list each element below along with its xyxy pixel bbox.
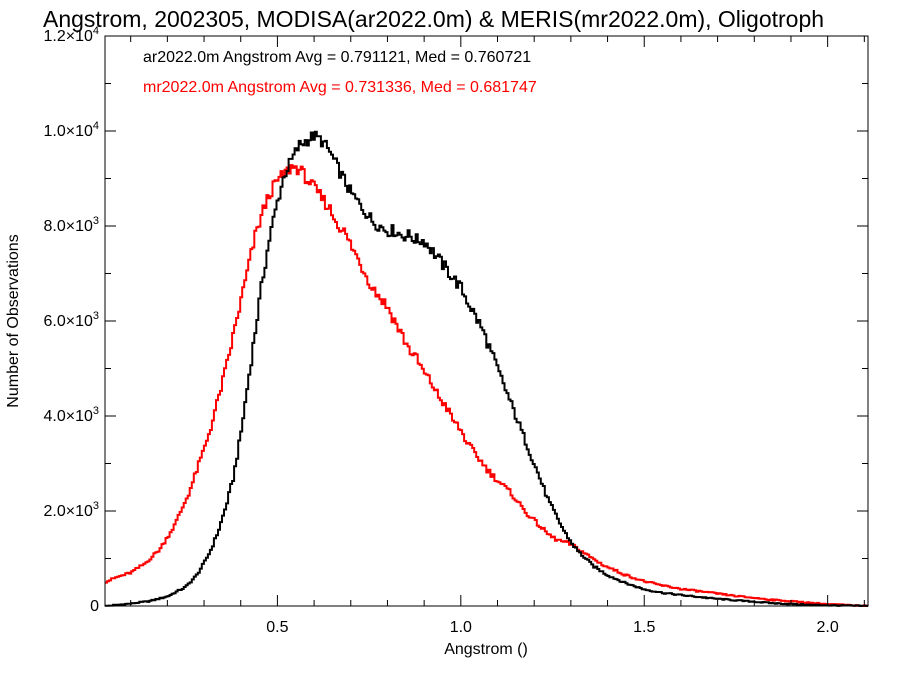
series-line-1 — [105, 164, 868, 607]
x-axis-label: Angstrom () — [444, 641, 528, 658]
annotation-meris-stats: mr2022.0m Angstrom Avg = 0.731336, Med =… — [143, 79, 537, 96]
y-tick-label: 4.0×103 — [43, 405, 99, 425]
y-tick-label: 0 — [90, 598, 99, 615]
series-line-0 — [105, 130, 869, 607]
annotation-modisa-stats: ar2022.0m Angstrom Avg = 0.791121, Med =… — [143, 49, 531, 66]
x-tick-label: 0.5 — [266, 619, 288, 636]
x-tick-label: 2.0 — [817, 619, 839, 636]
x-tick-label: 1.0 — [450, 619, 472, 636]
y-axis-label: Number of Observations — [5, 234, 22, 407]
y-tick-label: 6.0×103 — [43, 310, 99, 330]
y-tick-label: 8.0×103 — [43, 215, 99, 235]
y-tick-label: 1.0×104 — [43, 120, 99, 140]
x-tick-label: 1.5 — [633, 619, 655, 636]
y-tick-label: 2.0×103 — [43, 500, 99, 520]
plot-frame — [104, 35, 869, 607]
y-tick-label: 1.2×104 — [43, 25, 99, 45]
chart-title: Angstrom, 2002305, MODISA(ar2022.0m) & M… — [43, 6, 824, 32]
plot-area: 0.5 1.0 1.5 2.0 0 2.0×103 4.0×103 6.0×103 8.0×10… — [43, 25, 869, 636]
